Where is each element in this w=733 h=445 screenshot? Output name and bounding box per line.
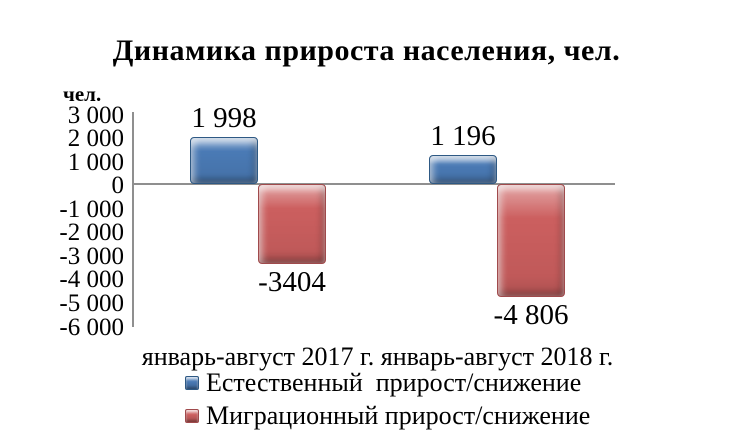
legend-label: Миграционный прирост/снижение — [206, 401, 591, 430]
bar-value-label: -4 806 — [493, 298, 569, 331]
migration-growth-bar-январь-август 2017 г. — [258, 183, 326, 264]
bar-value-label: 1 998 — [191, 101, 257, 134]
category-label: январь-август 2018 г. — [380, 342, 614, 371]
migration-growth-legend-marker-icon — [185, 409, 199, 423]
legend-item: Естественный прирост/снижение — [185, 368, 590, 398]
natural-growth-bar-январь-август 2018 г. — [429, 155, 497, 184]
y-axis-tick-label: 1 000 — [67, 148, 124, 176]
y-axis-tick-label: 3 000 — [67, 101, 124, 129]
x-axis-zero-line — [132, 182, 615, 185]
y-axis-unit-label: чел. — [63, 82, 102, 106]
legend-item: Миграционный прирост/снижение — [185, 401, 590, 431]
y-axis-tick-label: -5 000 — [59, 289, 124, 317]
y-axis-tick-label: -2 000 — [59, 219, 124, 247]
y-axis-tick-label: -4 000 — [59, 266, 124, 294]
natural-growth-legend-marker-icon — [185, 376, 199, 390]
bar-value-label: -3404 — [258, 265, 326, 298]
category-label: январь-август 2017 г. — [141, 342, 375, 371]
legend-label: Естественный прирост/снижение — [206, 368, 582, 397]
y-axis-tick-label: -6 000 — [59, 313, 124, 341]
legend: Естественный прирост/снижение Миграционны… — [185, 368, 590, 434]
bar-value-label: 1 196 — [430, 120, 496, 153]
migration-growth-bar-январь-август 2018 г. — [497, 183, 565, 297]
y-axis-tick-label: 2 000 — [67, 125, 124, 153]
natural-growth-bar-январь-август 2017 г. — [190, 136, 258, 184]
chart-title: Динамика прироста населения, чел. — [112, 34, 621, 67]
y-axis-tick-label: -3 000 — [59, 242, 124, 270]
y-axis-tick-label: -1 000 — [59, 195, 124, 223]
y-axis-line — [132, 112, 134, 327]
y-axis-tick-label: 0 — [111, 172, 125, 200]
